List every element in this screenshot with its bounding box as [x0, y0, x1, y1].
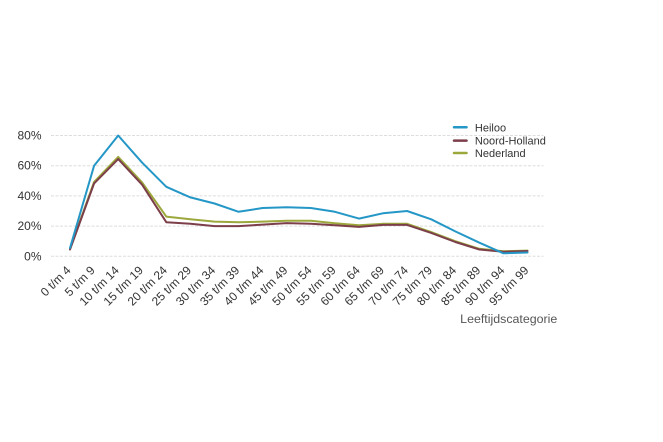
svg-text:Nederland: Nederland [475, 148, 526, 160]
svg-text:40%: 40% [17, 189, 41, 203]
svg-text:20%: 20% [17, 219, 41, 233]
svg-text:Noord-Holland: Noord-Holland [475, 136, 546, 148]
svg-text:80%: 80% [17, 129, 41, 143]
svg-text:Heiloo: Heiloo [475, 122, 506, 134]
svg-text:Leeftijdscategorie: Leeftijdscategorie [460, 312, 557, 326]
svg-text:60%: 60% [17, 159, 41, 173]
svg-text:0%: 0% [24, 249, 42, 263]
